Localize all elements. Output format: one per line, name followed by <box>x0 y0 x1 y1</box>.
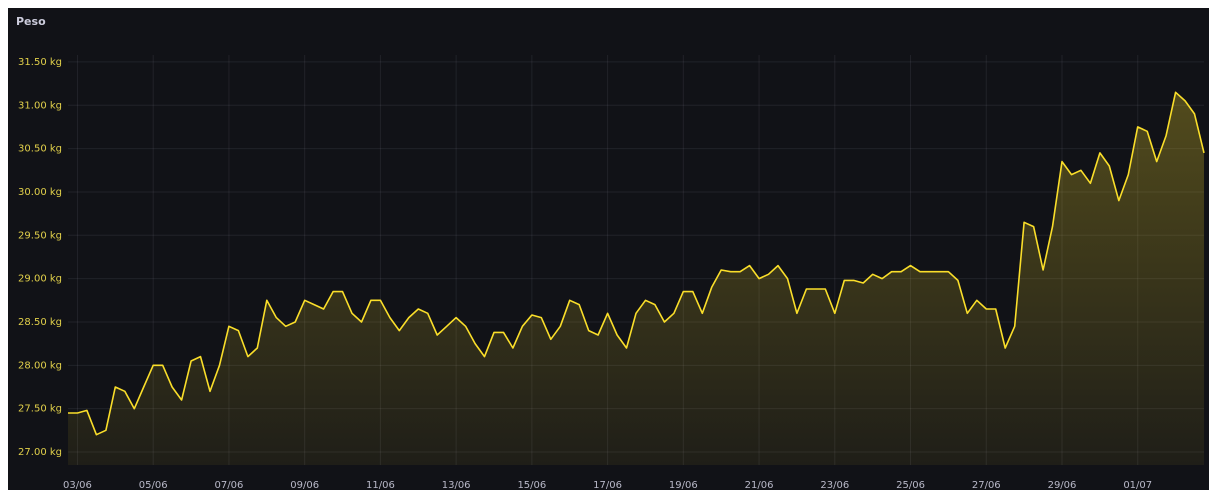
panel-title: Peso <box>16 15 46 28</box>
x-tick-label: 09/06 <box>290 480 319 490</box>
y-tick-label: 31.50 kg <box>18 57 62 68</box>
x-tick-label: 17/06 <box>593 480 622 490</box>
area <box>68 92 1204 466</box>
line <box>68 91 1205 436</box>
y-tick-label: 27.50 kg <box>18 404 62 415</box>
y-tick-label: 30.50 kg <box>18 144 62 155</box>
x-tick-label: 11/06 <box>366 480 395 490</box>
y-tick-label: 29.00 kg <box>18 274 62 285</box>
x-tick-label: 07/06 <box>215 480 244 490</box>
x-tick-label: 27/06 <box>972 480 1001 490</box>
x-tick-label: 13/06 <box>442 480 471 490</box>
y-tick-label: 31.00 kg <box>18 100 62 111</box>
x-tick-label: 05/06 <box>139 480 168 490</box>
x-tick-label: 15/06 <box>517 480 546 490</box>
x-tick-label: 23/06 <box>820 480 849 490</box>
y-tick-label: 30.00 kg <box>18 187 62 198</box>
x-tick-label: 19/06 <box>669 480 698 490</box>
x-tick-label: 03/06 <box>63 480 92 490</box>
x-tick-label: 25/06 <box>896 480 925 490</box>
y-tick-label: 28.00 kg <box>18 360 62 371</box>
y-tick-label: 27.00 kg <box>18 447 62 458</box>
y-tick-label: 28.50 kg <box>18 317 62 328</box>
x-tick-label: 29/06 <box>1048 480 1077 490</box>
x-tick-label: 21/06 <box>745 480 774 490</box>
x-tick-label: 01/07 <box>1123 480 1152 490</box>
y-tick-label: 29.50 kg <box>18 230 62 241</box>
